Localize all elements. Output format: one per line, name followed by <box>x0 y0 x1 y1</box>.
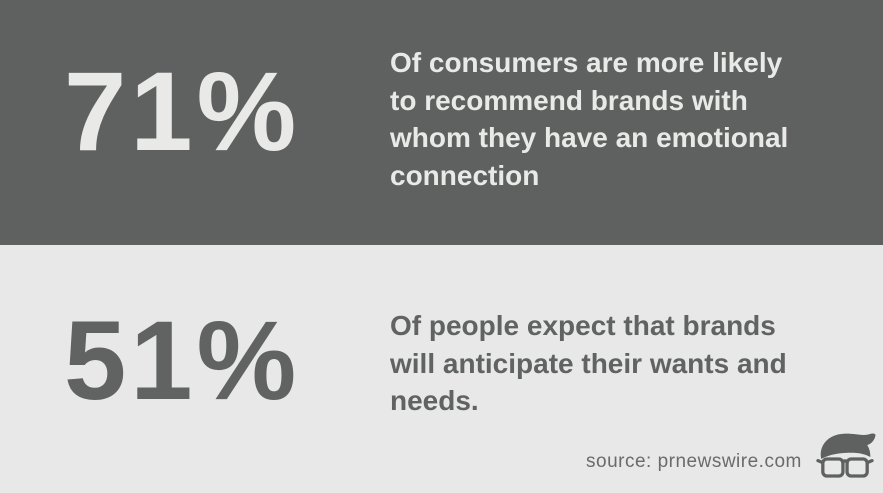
stat-value: 71% <box>64 49 301 174</box>
stat-panel-bottom: 51% Of people expect that brands will an… <box>0 245 883 493</box>
stat-panel-top: 71% Of consumers are more likely to reco… <box>0 0 883 245</box>
stat-value: 51% <box>64 298 301 423</box>
stat-description: Of consumers are more likely to recommen… <box>390 47 789 191</box>
stat-description: Of people expect that brands will antici… <box>390 310 787 416</box>
geek-face-icon <box>812 429 878 489</box>
source-attribution: source: prnewswire.com <box>586 451 802 472</box>
